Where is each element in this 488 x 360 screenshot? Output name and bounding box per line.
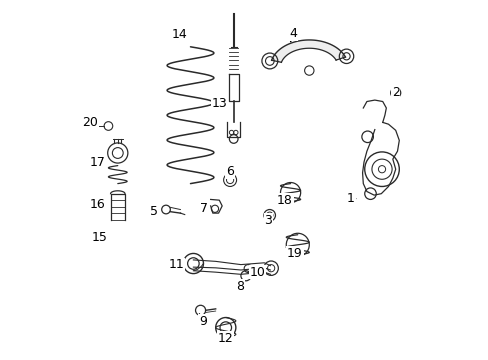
Text: 13: 13 [211,97,227,110]
Text: 6: 6 [225,165,234,178]
Text: 14: 14 [171,28,187,41]
Text: 19: 19 [286,247,302,260]
Text: 2: 2 [391,86,399,99]
Text: 12: 12 [218,332,233,345]
Text: 11: 11 [168,258,184,271]
Text: 3: 3 [264,214,272,227]
Text: 4: 4 [289,27,297,40]
Text: 15: 15 [92,231,107,244]
Text: 16: 16 [90,198,105,211]
Text: 18: 18 [276,194,292,207]
Polygon shape [271,40,345,62]
Text: 8: 8 [236,280,244,293]
Text: 17: 17 [89,156,105,169]
Text: 1: 1 [346,192,354,205]
Text: 7: 7 [200,202,208,215]
Text: 5: 5 [149,205,158,218]
Text: 9: 9 [199,315,206,328]
Text: 20: 20 [82,116,98,129]
Text: 10: 10 [249,266,265,279]
